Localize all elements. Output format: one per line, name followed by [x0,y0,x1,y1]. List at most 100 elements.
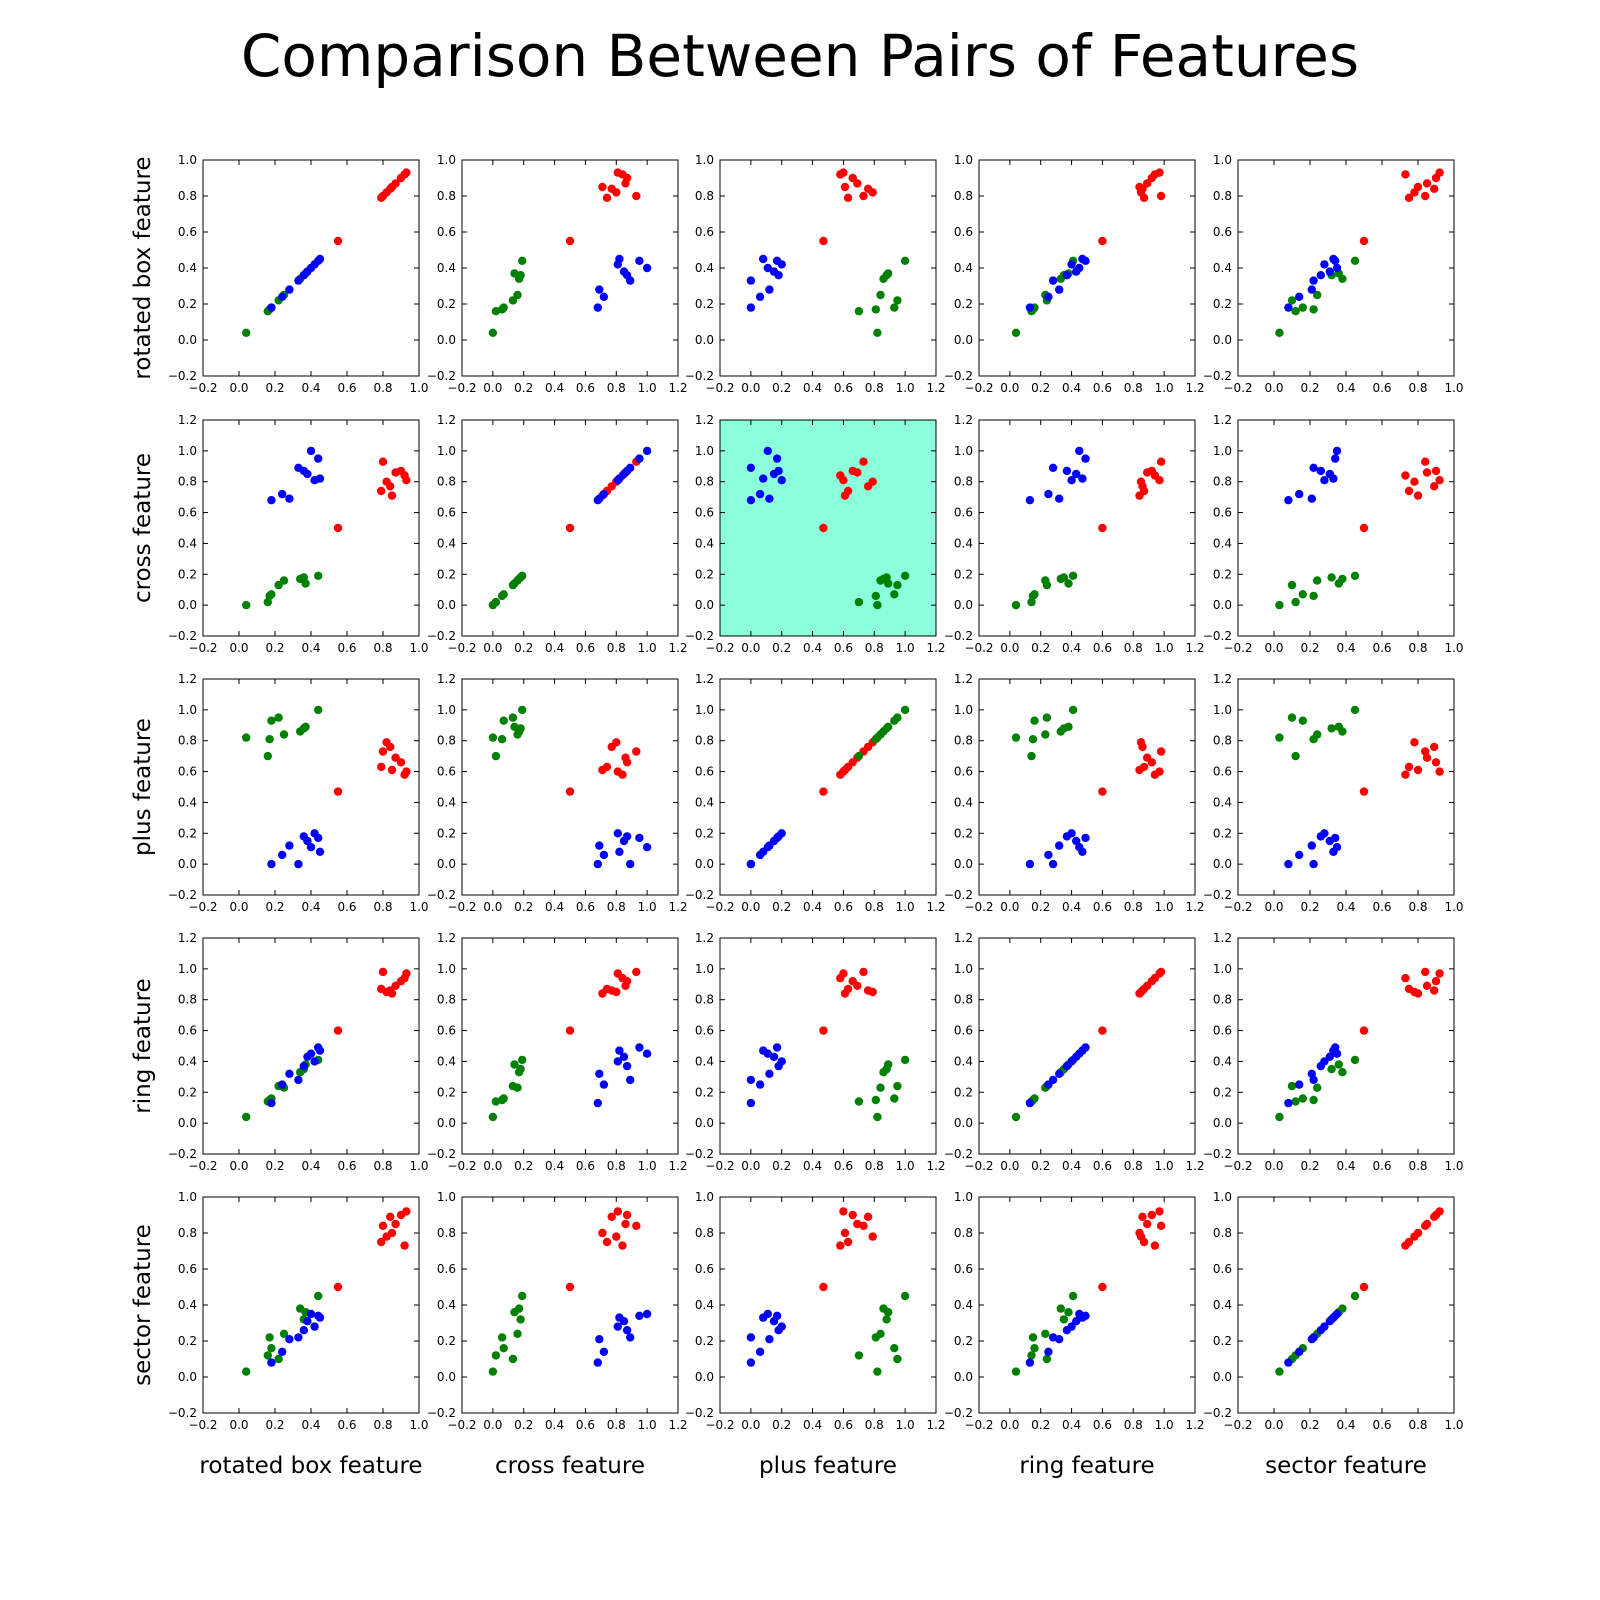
data-point [242,328,251,337]
data-point [1331,256,1340,265]
data-point [859,457,868,466]
panel-background [462,679,678,895]
data-point [1041,576,1050,585]
data-point [488,733,498,742]
data-point [1430,986,1439,995]
x-tick-label: 0.6 [337,381,356,395]
data-point [602,193,612,202]
data-point [873,328,882,337]
data-point [890,303,899,312]
data-point [299,1326,308,1335]
data-point [1307,1069,1317,1079]
y-tick-label: 0.6 [954,765,973,779]
x-tick-label: 0.2 [265,1159,284,1173]
x-tick-label: −0.2 [447,641,476,655]
y-tick-label: 0.4 [178,1054,197,1068]
y-tick-label: 0.6 [954,225,973,239]
data-point [1325,836,1335,846]
y-tick-label: 1.0 [178,962,197,976]
x-tick-label: −0.2 [188,1418,217,1432]
data-point [1313,576,1322,585]
x-tick-label: 0.4 [301,641,320,655]
y-tick-label: 0.6 [695,225,714,239]
data-point [836,471,845,480]
data-point [1150,1241,1160,1250]
data-point [1135,1228,1144,1238]
data-point [613,260,622,269]
data-point [876,1329,885,1339]
data-point [626,1333,635,1342]
y-tick-label: 0.6 [954,506,973,520]
x-tick-label: 0.4 [1062,641,1081,655]
x-tick-label: 1.2 [1185,381,1204,395]
data-point [1287,580,1297,590]
x-tick-label: 0.4 [1336,381,1355,395]
data-point [314,454,323,463]
x-tick-label: −0.2 [447,900,476,914]
x-tick-label: −0.2 [188,641,217,655]
x-tick-label: 0.0 [229,1159,248,1173]
y-tick-label: 0.8 [954,189,973,203]
panel-3-3: −0.2 0.0 0.2 0.4 0.6 0.8 1.0 1.2 −0.2 0.0 0.2 0.4 0.… [944,931,1205,1173]
data-point [310,1057,319,1066]
y-tick-label: 0.4 [695,795,714,809]
y-tick-label: 1.2 [1213,931,1232,945]
y-tick-label: −0.2 [427,1147,456,1161]
y-tick-label: 1.0 [695,962,714,976]
data-point [755,850,765,860]
data-point [278,850,287,860]
data-point [607,184,616,193]
x-tick-label: 0.4 [803,1418,822,1432]
y-tick-label: 0.4 [954,536,973,550]
x-tick-label: 1.2 [1185,1159,1204,1173]
x-tick-label: 0.6 [576,381,595,395]
x-tick-label: 0.2 [514,641,533,655]
data-point [306,843,316,852]
data-point [622,1061,632,1071]
x-tick-label: 0.0 [1264,381,1283,395]
y-tick-label: 0.6 [1213,1262,1232,1276]
x-tick-label: 1.0 [1155,900,1174,914]
x-tick-label: 1.0 [896,1418,915,1432]
data-point [900,1291,910,1301]
data-point [854,307,864,316]
data-point [777,476,786,485]
data-point [884,722,893,731]
y-tick-label: −0.2 [1203,1406,1232,1420]
data-point [1042,713,1052,722]
data-point [1291,751,1300,761]
y-tick-label: 1.2 [437,931,456,945]
data-point [755,1347,765,1357]
data-point [1098,236,1107,246]
data-point [1298,303,1308,312]
data-point [1048,463,1058,472]
data-point [267,496,276,505]
data-point [491,307,501,316]
x-tick-label: 0.0 [483,1418,502,1432]
data-point [819,523,828,533]
y-tick-label: −0.2 [944,888,973,902]
data-point [396,758,406,767]
panel-frame [978,678,1196,896]
data-point [836,770,845,779]
x-tick-label: 0.4 [301,1159,320,1173]
data-point [1413,765,1423,775]
data-point [890,716,899,725]
y-tick-label: −0.2 [944,1147,973,1161]
data-point [619,1317,629,1326]
y-tick-label: 0.8 [695,475,714,489]
data-point [333,1282,343,1292]
data-point [1156,457,1166,466]
data-point [299,466,308,476]
x-tick-label: 1.0 [409,381,428,395]
data-point [1041,1329,1050,1339]
data-point [491,751,501,761]
data-point [488,1112,498,1122]
y-tick-label: −0.2 [944,629,973,643]
data-point [612,1232,621,1241]
data-point [1313,1083,1322,1092]
data-point [900,1055,910,1065]
data-point [285,285,294,294]
y-tick-label: 0.0 [178,1116,197,1130]
data-point [1316,1326,1326,1335]
